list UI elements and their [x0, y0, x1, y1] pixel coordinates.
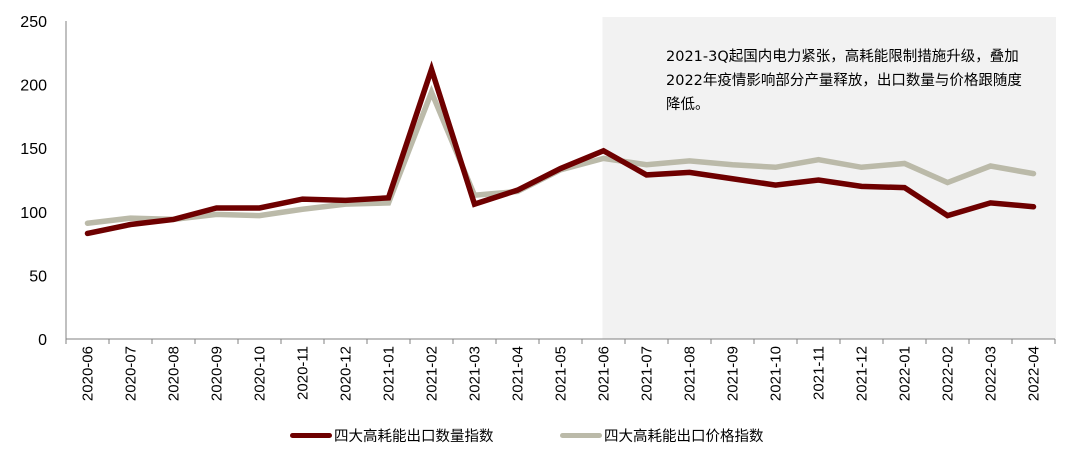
y-tick-label: 200 — [20, 78, 47, 95]
x-tick-label: 2020-06 — [80, 346, 97, 401]
legend-swatch-quantity-icon — [290, 433, 332, 438]
legend: 四大高耗能出口数量指数 四大高耗能出口价格指数 — [0, 425, 1074, 447]
legend-swatch-price-icon — [560, 433, 602, 438]
x-tick-label: 2021-03 — [467, 346, 484, 401]
x-tick-label: 2021-05 — [553, 346, 570, 401]
x-tick-label: 2020-11 — [295, 346, 312, 400]
x-tick-label: 2021-09 — [725, 346, 742, 401]
quantity-index-line — [84, 60, 1037, 237]
x-tick-label: 2020-10 — [252, 346, 269, 401]
x-tick-label: 2021-02 — [424, 346, 441, 401]
x-tick-label: 2020-12 — [338, 346, 355, 401]
x-tick-label: 2021-01 — [381, 346, 398, 401]
x-tick-label: 2020-09 — [209, 346, 226, 401]
x-tick-label: 2021-12 — [854, 346, 871, 401]
shaded-period-region — [602, 17, 1056, 339]
y-tick-label: 50 — [29, 268, 47, 285]
x-tick-label: 2020-07 — [123, 346, 140, 401]
x-tick-label: 2022-02 — [940, 346, 957, 401]
annotation-text: 2021-3Q起国内电力紧张，高耗能限制措施升级，叠加2022年疫情影响部分产量… — [666, 49, 1022, 113]
x-tick-label: 2022-04 — [1026, 346, 1043, 401]
x-tick-label: 2021-11 — [811, 346, 828, 400]
x-tick-label: 2022-03 — [983, 346, 1000, 401]
y-tick-label: 100 — [20, 205, 47, 222]
x-tick-label: 2020-08 — [166, 346, 183, 401]
y-tick-label: 0 — [38, 332, 47, 349]
x-tick-label: 2021-06 — [596, 346, 613, 401]
y-tick-label: 150 — [20, 141, 47, 158]
plot-lines — [84, 60, 1037, 237]
legend-label-quantity: 四大高耗能出口数量指数 — [334, 429, 494, 445]
x-tick-label: 2021-10 — [768, 346, 785, 401]
legend-item-quantity: 四大高耗能出口数量指数 — [290, 425, 494, 446]
x-tick-label: 2022-01 — [897, 346, 914, 401]
x-tick-label: 2021-07 — [639, 346, 656, 401]
x-tick-label: 2021-08 — [682, 346, 699, 401]
y-axis: 0 50 100 150 200 250 — [20, 14, 67, 349]
legend-label-price: 四大高耗能出口价格指数 — [604, 429, 764, 445]
x-axis: 2020-06 2020-07 2020-08 2020-09 2020-10 2020-… — [65, 338, 1056, 401]
x-tick-label: 2021-04 — [510, 346, 527, 401]
legend-item-price: 四大高耗能出口价格指数 — [560, 425, 764, 446]
y-tick-label: 250 — [20, 14, 47, 31]
